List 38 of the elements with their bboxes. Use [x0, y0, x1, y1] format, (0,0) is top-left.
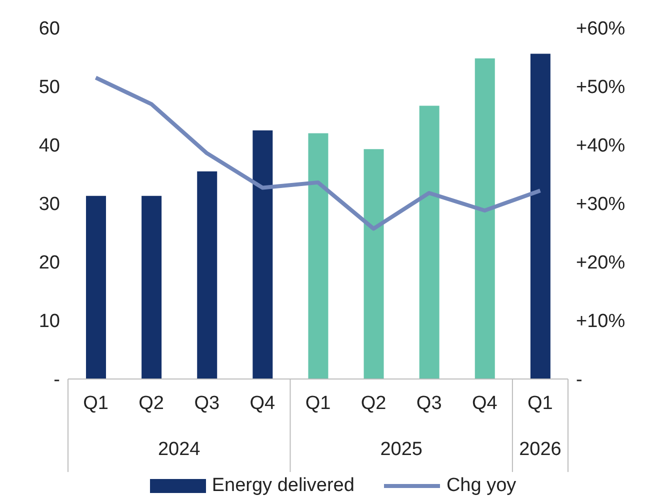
bar [364, 149, 384, 379]
y2-tick-label: +60% [576, 18, 626, 40]
y2-tick-label: +10% [576, 311, 626, 332]
text: 2025 [380, 439, 422, 460]
bar [474, 58, 495, 379]
bar [530, 54, 550, 379]
bar [86, 196, 106, 379]
x-tick-label: Q1 [528, 393, 553, 414]
x-tick-label: Q2 [360, 393, 386, 414]
x-tick-label: Q4 [250, 393, 276, 414]
y2-tick-label: +50% [576, 77, 626, 98]
x-tick-label: Q4 [472, 393, 498, 414]
x-tick-label: Q3 [416, 393, 442, 414]
y-tick-label: 30 [38, 194, 60, 216]
y-tick-label: 40 [38, 136, 60, 157]
bar [308, 133, 328, 379]
legend-label: Chg yoy [446, 475, 516, 497]
y-tick-label: 10 [38, 311, 60, 332]
text: 2026 [519, 439, 562, 460]
x-tick-label: Q3 [194, 393, 220, 414]
bar [197, 171, 218, 379]
line-series [94, 76, 542, 231]
y-tick-label: 60 [38, 18, 60, 40]
x-tick-label: Q1 [83, 393, 108, 414]
y-tick-label: 50 [38, 77, 60, 98]
y-tick-label: 20 [38, 252, 60, 274]
y-tick-label: - [54, 370, 60, 391]
x-tick-label: Q1 [305, 393, 331, 414]
y2-tick-label: +40% [576, 136, 626, 157]
x-tick-label: Q2 [138, 393, 164, 414]
y2-tick-label: - [576, 370, 582, 391]
bar [419, 106, 440, 379]
bar [252, 130, 273, 379]
legend-label: Energy delivered [212, 475, 354, 497]
y2-tick-label: +20% [576, 252, 626, 274]
bar [142, 196, 162, 379]
y2-tick-label: +30% [576, 194, 626, 216]
text: 2024 [158, 439, 201, 460]
